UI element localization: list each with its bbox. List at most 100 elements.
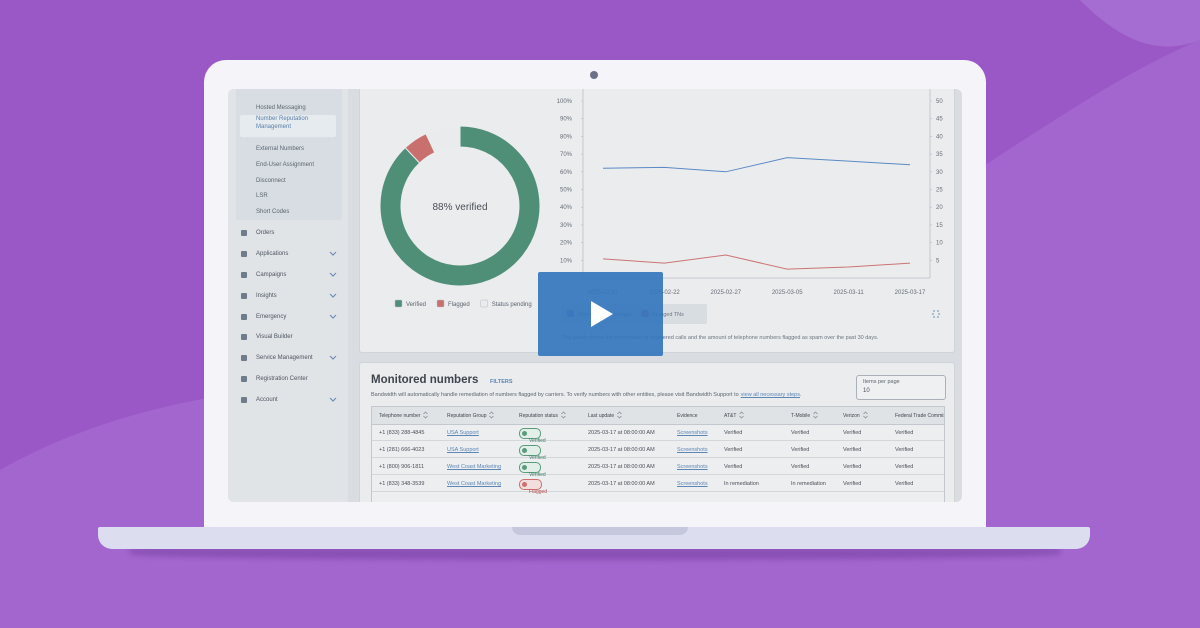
y2-tick-label: 5: [936, 258, 940, 264]
column-header[interactable]: T-Mobile: [791, 413, 811, 419]
chevron[interactable]: [329, 355, 337, 361]
table: Telephone number Reputation Group Reputati…: [371, 406, 945, 502]
nav-item[interactable]: Emergency: [256, 314, 287, 320]
nav-item[interactable]: Visual Builder: [256, 334, 293, 340]
column-header[interactable]: Evidence: [677, 413, 698, 419]
submenu-item[interactable]: End-User Assignment: [256, 162, 315, 168]
column-header[interactable]: Reputation Group: [447, 413, 487, 419]
cell-link[interactable]: USA Support: [447, 430, 479, 436]
y2-tick-label: 15: [936, 223, 943, 229]
nav-icon: [241, 334, 247, 340]
screen: Hosted Messaging Number Reputation Manage…: [228, 89, 962, 502]
items-per-page-select[interactable]: Items per page 10: [856, 375, 946, 400]
play-button[interactable]: [538, 272, 663, 356]
cell: In remediation: [791, 481, 826, 487]
chevron-path: [329, 397, 337, 402]
cell-link[interactable]: Screenshots: [677, 447, 708, 453]
column-header[interactable]: Verizon: [843, 413, 860, 419]
cell-link[interactable]: West Coast Marketing: [447, 464, 502, 470]
sort-icon[interactable]: [617, 411, 622, 419]
y-tick-label: 30%: [560, 223, 573, 229]
row-divider: [372, 457, 944, 458]
submenu-item[interactable]: Disconnect: [256, 178, 286, 184]
cell: Verified: [843, 464, 862, 470]
y-tick-label: 20%: [560, 241, 573, 247]
y2-tick-label: 20: [936, 205, 943, 211]
sort-icon[interactable]: [489, 411, 494, 419]
status-icon: [522, 482, 527, 487]
nav-item[interactable]: Account: [256, 397, 278, 403]
cell: Verified: [724, 464, 743, 470]
cell-link[interactable]: USA Support: [447, 447, 479, 453]
legend-label: Flagged TNs: [653, 312, 685, 318]
chevron-path: [329, 314, 337, 319]
y2-tick-label: 40: [936, 134, 943, 140]
status-label: Verified: [529, 455, 546, 461]
nav-icon: [241, 272, 247, 278]
submenu-item[interactable]: Hosted Messaging: [256, 105, 306, 111]
sort-icon[interactable]: [561, 411, 566, 419]
nav-item[interactable]: Campaigns: [256, 272, 287, 278]
y-tick-label: 50%: [560, 188, 573, 194]
sort-icon[interactable]: [739, 411, 744, 419]
sort-arrows: [863, 411, 868, 419]
section-title: Monitored numbers: [371, 374, 479, 386]
y-tick-label: 10%: [560, 258, 573, 264]
cell-link[interactable]: Screenshots: [677, 464, 708, 470]
nav-item[interactable]: Applications: [256, 251, 289, 257]
x-tick-label: 2025-03-05: [772, 290, 803, 296]
cell: +1 (833) 288-4845: [379, 430, 425, 436]
row-divider: [372, 491, 944, 492]
cell: In remediation: [724, 481, 759, 487]
column-header[interactable]: Telephone number: [379, 413, 421, 419]
background-wave: [1080, 0, 1200, 47]
nav-item[interactable]: Service Management: [256, 355, 313, 361]
column-header[interactable]: AT&T: [724, 413, 737, 419]
description: Bandwidth will automatically handle reme…: [371, 391, 802, 399]
submenu-item[interactable]: LSR: [256, 193, 268, 199]
chevron[interactable]: [329, 251, 337, 257]
chevron-path: [329, 251, 337, 256]
cell-link[interactable]: Screenshots: [677, 430, 708, 436]
nav-item[interactable]: Registration Center: [256, 376, 308, 382]
nav-icon: [241, 376, 247, 382]
column-header[interactable]: Reputation status: [519, 413, 558, 419]
cell: Verified: [843, 430, 862, 436]
filters-link[interactable]: FILTERS: [490, 379, 513, 385]
cell: Verified: [791, 430, 810, 436]
chevron[interactable]: [329, 293, 337, 299]
cell-link[interactable]: West Coast Marketing: [447, 481, 502, 487]
y-tick-label: 100%: [557, 99, 573, 105]
submenu-item[interactable]: Number Reputation Management: [256, 116, 309, 130]
cell: Verified: [724, 447, 743, 453]
nav-item[interactable]: Orders: [256, 230, 275, 236]
column-header[interactable]: Last update: [588, 413, 615, 419]
column-header[interactable]: Federal Trade Commission: [895, 413, 944, 419]
sort-icon[interactable]: [863, 411, 868, 419]
chevron[interactable]: [329, 272, 337, 278]
nav-icon: [241, 293, 247, 299]
sidebar: Hosted Messaging Number Reputation Manage…: [228, 89, 348, 502]
y-tick-label: 90%: [560, 117, 573, 123]
laptop-shadow: [130, 548, 1060, 560]
sort-icon[interactable]: [423, 411, 428, 419]
sort-icon[interactable]: [813, 411, 818, 419]
x-tick-label: 2025-03-17: [895, 290, 926, 296]
cell: Verified: [843, 481, 862, 487]
status-icon: [522, 465, 527, 470]
nav-icon: [241, 314, 247, 320]
chevron[interactable]: [329, 397, 337, 403]
submenu-item[interactable]: External Numbers: [256, 146, 305, 152]
submenu-item[interactable]: Short Codes: [256, 209, 290, 215]
description-link[interactable]: view all necessary steps: [740, 392, 800, 398]
y-tick-label: 60%: [560, 170, 573, 176]
chart-caption: This graph shows the percentage of answe…: [561, 335, 879, 341]
monitored-card: Monitored numbers FILTERS Bandwidth will a…: [359, 362, 955, 502]
legend-swatch: [394, 299, 403, 308]
description-end: .: [799, 392, 802, 398]
cell-link[interactable]: Screenshots: [677, 481, 708, 487]
chevron[interactable]: [329, 314, 337, 320]
cell: Verified: [843, 447, 862, 453]
nav-item[interactable]: Insights: [256, 293, 277, 299]
